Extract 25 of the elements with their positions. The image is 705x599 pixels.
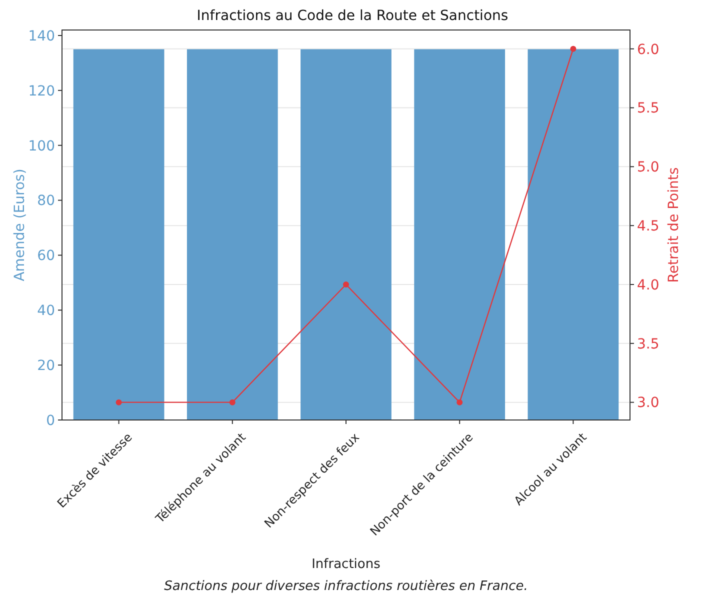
y2-tick-label: 4.5 <box>637 218 660 234</box>
text: Sanctions pour diverses infractions routières en France. <box>164 579 528 594</box>
point <box>116 399 122 406</box>
y-tick-label: 40 <box>37 303 55 320</box>
y-tick-label: 0 <box>46 412 55 429</box>
y-tick-label: 80 <box>37 193 55 210</box>
y-axis-title: Amende (Euros) <box>12 168 28 282</box>
y-tick-label: 100 <box>28 138 55 154</box>
y2-tick-label: 4.0 <box>637 277 660 294</box>
point <box>570 46 576 52</box>
y2-tick-label: 3.0 <box>637 395 660 412</box>
y2-tick-label: 5.5 <box>637 100 660 117</box>
y2-tick-label: 5.0 <box>637 160 660 176</box>
chart-title: Infractions au Code de la Route et Sanctions <box>196 8 508 24</box>
y-tick-label: 140 <box>28 28 55 44</box>
y2-tick-label: 3.5 <box>637 336 660 352</box>
point <box>456 399 463 406</box>
x-axis-title: Infractions <box>312 557 381 572</box>
y-tick-label: 120 <box>28 83 55 100</box>
y2-axis-title: Retrait de Points <box>666 167 682 283</box>
y-tick-label: 60 <box>37 248 55 264</box>
y2-tick-label: 6.0 <box>637 42 660 58</box>
point <box>343 282 349 288</box>
point <box>229 399 236 406</box>
y-tick-label: 20 <box>37 358 55 374</box>
